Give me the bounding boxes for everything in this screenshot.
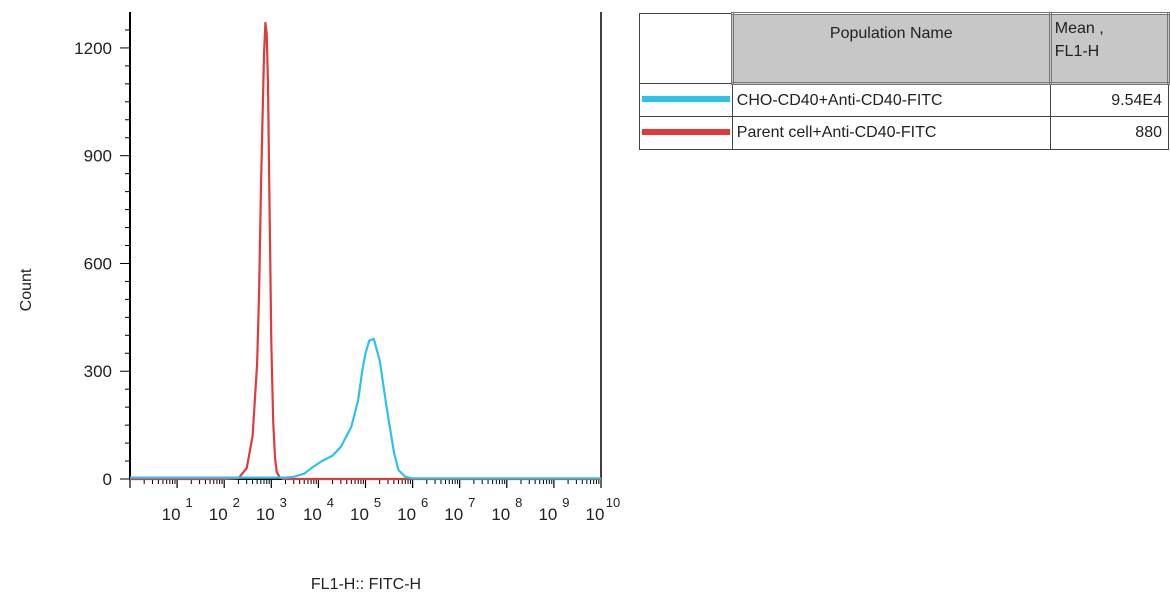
legend-swatch-cyan <box>642 96 730 102</box>
legend-table: Population Name Mean , FL1-H CHO-CD40+Ant… <box>639 12 1170 150</box>
x-tick-label-base: 10 <box>444 505 463 524</box>
x-tick-label-exponent: 7 <box>468 495 475 510</box>
series-line <box>130 21 601 481</box>
x-tick-label-base: 10 <box>209 505 228 524</box>
legend-header-mean-line: FL1-H <box>1054 43 1100 60</box>
legend-swatch-cell <box>639 83 733 117</box>
legend-header-population: Population Name <box>730 12 1052 85</box>
x-tick-label-exponent: 2 <box>233 495 240 510</box>
x-tick-label-exponent: 6 <box>421 495 428 510</box>
x-tick-label-exponent: 10 <box>606 495 620 510</box>
legend-population-name: CHO-CD40+Anti-CD40-FITC <box>731 83 1051 117</box>
y-tick-label: 900 <box>84 147 112 166</box>
x-tick-label-base: 10 <box>397 505 416 524</box>
series-line <box>130 337 601 480</box>
legend-header-mean-line: Mean , <box>1054 20 1104 37</box>
y-tick-label: 300 <box>84 362 112 381</box>
legend-mean-value: 9.54E4 <box>1049 83 1170 117</box>
x-tick-label-exponent: 4 <box>327 495 334 510</box>
y-tick-label: 600 <box>84 254 112 273</box>
legend-mean-value: 880 <box>1049 116 1170 150</box>
legend-population-name: Parent cell+Anti-CD40-FITC <box>731 116 1051 150</box>
x-tick-label-base: 10 <box>256 505 275 524</box>
x-tick-label-base: 10 <box>303 505 322 524</box>
x-axis-title: FL1-H:: FITC-H <box>311 576 421 593</box>
x-tick-label-base: 10 <box>162 505 181 524</box>
legend-row: CHO-CD40+Anti-CD40-FITC 9.54E4 <box>639 83 1170 117</box>
y-axis-title: Count <box>18 268 35 311</box>
y-tick-label: 1200 <box>74 39 112 58</box>
legend-header-blank <box>639 13 733 84</box>
x-tick-label-base: 10 <box>350 505 369 524</box>
legend-header-row: Population Name Mean , FL1-H <box>639 12 1170 85</box>
plot-area: 0 300 600 900 1200 10 1 10 2 10 3 10 4 10 5 10 6 10 7 10 8 10… <box>74 12 620 524</box>
x-tick-label-exponent: 9 <box>562 495 569 510</box>
legend-header-mean: Mean , FL1-H <box>1048 12 1170 85</box>
x-tick-label-base: 10 <box>491 505 510 524</box>
legend-swatch-red <box>642 129 730 135</box>
x-tick-label-base: 10 <box>538 505 557 524</box>
x-tick-label-exponent: 8 <box>515 495 522 510</box>
y-tick-label: 0 <box>103 470 112 489</box>
legend-swatch-cell <box>639 116 733 150</box>
histogram-plot: 0 300 600 900 1200 10 1 10 2 10 3 10 4 10 5 10 6 10 7 10 8 10… <box>18 12 620 593</box>
x-tick-label-exponent: 3 <box>280 495 287 510</box>
x-tick-label-base: 10 <box>586 505 605 524</box>
x-tick-label-exponent: 5 <box>374 495 381 510</box>
legend-row: Parent cell+Anti-CD40-FITC 880 <box>639 116 1170 150</box>
x-tick-label-exponent: 1 <box>185 495 192 510</box>
